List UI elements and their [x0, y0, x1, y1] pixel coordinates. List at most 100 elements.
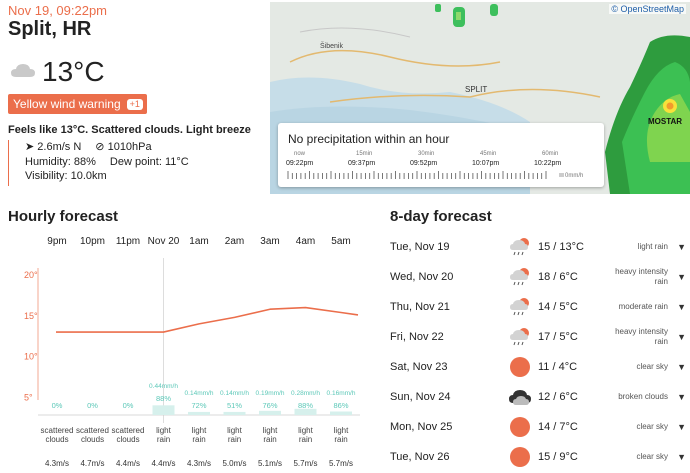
- precipitation-title: No precipitation within an hour: [288, 132, 450, 146]
- map-label-mostar: MOSTAR: [648, 117, 683, 126]
- daily-row[interactable]: Sat, Nov 23 11 / 4°C clear sky ▼: [390, 352, 686, 382]
- precip-amount: 0.14mm/h: [220, 390, 249, 397]
- condition-line: light: [191, 426, 207, 435]
- chevron-down-icon[interactable]: ▼: [677, 422, 686, 432]
- wind-speed: 5.0m/s: [222, 459, 247, 468]
- day-icon: [508, 445, 532, 469]
- daily-row[interactable]: Wed, Nov 20 18 / 6°C heavy intensity rai…: [390, 262, 686, 292]
- precip-bar: [330, 411, 352, 415]
- pressure-info: ⊘ 1010hPa: [95, 140, 151, 155]
- current-temperature: 13°C: [42, 56, 105, 87]
- daily-row[interactable]: Sun, Nov 24 12 / 6°C broken clouds ▼: [390, 382, 686, 412]
- chevron-down-icon[interactable]: ▼: [677, 332, 686, 342]
- day-temperature: 14 / 5°C: [538, 301, 578, 313]
- day-temperature: 18 / 6°C: [538, 271, 578, 283]
- precip-amount: 0.28mm/h: [291, 390, 320, 397]
- hour-label: 3am: [260, 236, 280, 247]
- condition-line: rain: [263, 435, 277, 444]
- y-tick-label: 5°: [24, 392, 33, 402]
- daily-row[interactable]: Fri, Nov 22 17 / 5°C heavy intensity rai…: [390, 322, 686, 352]
- precipitation-panel: No precipitation within an hour now 09:22…: [278, 123, 604, 187]
- timeline-time: 09:37pm: [348, 160, 376, 167]
- y-tick-label: 10°: [24, 352, 38, 362]
- timeline-time: 09:22pm: [286, 160, 314, 167]
- condition-line: rain: [227, 435, 242, 444]
- precip-probability: 76%: [262, 401, 277, 410]
- wind-warning-badge[interactable]: Yellow wind warning +1: [8, 94, 147, 114]
- legend-label: 0mm/h: [565, 173, 584, 179]
- day-icon: [508, 265, 532, 289]
- map-attribution[interactable]: © OpenStreetMap: [609, 4, 686, 14]
- day-description: broken clouds: [618, 392, 668, 401]
- precip-amount: 0.19mm/h: [256, 390, 285, 397]
- day-temperature: 15 / 13°C: [538, 241, 584, 253]
- precipitation-map[interactable]: © OpenStreetMap Šibenik SPLIT MOSTAR No …: [270, 2, 690, 194]
- timeline-label: now: [294, 151, 306, 157]
- chevron-down-icon[interactable]: ▼: [677, 302, 686, 312]
- current-date: Nov 19, 09:22pm: [8, 3, 108, 18]
- condition-line: rain: [334, 435, 348, 444]
- y-tick-label: 15°: [24, 311, 38, 321]
- precip-probability: 86%: [333, 401, 348, 410]
- day-name: Sat, Nov 23: [390, 361, 448, 373]
- day-description: clear sky: [636, 452, 668, 461]
- precip-amount: 0.44mm/h: [149, 383, 178, 390]
- daily-row[interactable]: Mon, Nov 25 14 / 7°C clear sky ▼: [390, 412, 686, 442]
- hour-label: Nov 20: [147, 236, 180, 247]
- precip-probability: 0%: [52, 401, 63, 410]
- precip-amount: 0.16mm/h: [327, 390, 356, 397]
- hourly-chart: 5° 10° 15° 20° 0% 0% 0% 0.44mm/h 88% 0.14mm/h 72% 0…: [24, 258, 360, 423]
- precip-probability: 88%: [298, 401, 313, 410]
- precip-probability: 0%: [123, 401, 134, 410]
- day-name: Fri, Nov 22: [390, 331, 444, 343]
- precip-bar: [188, 411, 210, 415]
- precip-probability: 51%: [227, 401, 242, 410]
- timeline-ticks: [287, 171, 547, 179]
- rain-icon: [510, 238, 529, 256]
- condition-text: light rain: [286, 426, 326, 444]
- day-icon: [508, 325, 532, 349]
- daily-row[interactable]: Thu, Nov 21 14 / 5°C moderate rain ▼: [390, 292, 686, 322]
- visibility: Visibility: 10.0km: [25, 170, 107, 182]
- day-description: light rain: [637, 242, 668, 251]
- condition-line: rain: [192, 435, 206, 444]
- hour-label: 2am: [224, 236, 245, 247]
- chevron-down-icon[interactable]: ▼: [677, 362, 686, 372]
- wind-speed: 4.7m/s: [80, 459, 105, 468]
- hour-label: 1am: [189, 236, 209, 247]
- timeline-label: 60min: [542, 151, 559, 157]
- day-description: heavy intensity rain: [615, 327, 668, 346]
- wind-speed: 5.1m/s: [257, 459, 282, 468]
- day-temperature: 12 / 6°C: [538, 391, 578, 403]
- condition-line: clouds: [116, 435, 140, 444]
- wind-direction-icon: ➤: [25, 141, 35, 153]
- warning-count: +1: [126, 98, 143, 110]
- chevron-down-icon[interactable]: ▼: [677, 272, 686, 282]
- chevron-down-icon[interactable]: ▼: [677, 452, 686, 462]
- wind-speed: 4.3m/s: [186, 459, 211, 468]
- day-icon: [508, 295, 532, 319]
- timeline-time: 09:52pm: [410, 160, 438, 167]
- condition-text: scattered clouds: [37, 426, 77, 444]
- timeline-label: 30min: [418, 151, 435, 157]
- hour-label: 5am: [331, 236, 351, 247]
- chevron-down-icon[interactable]: ▼: [677, 242, 686, 252]
- hourly-forecast-title: Hourly forecast: [8, 208, 119, 225]
- daily-row[interactable]: Tue, Nov 26 15 / 9°C clear sky ▼: [390, 442, 686, 472]
- timeline-time: 10:22pm: [534, 160, 562, 167]
- wind-speed: 4.4m/s: [151, 459, 176, 468]
- wind-speed: 4.3m/s: [44, 459, 69, 468]
- day-temperature: 15 / 9°C: [538, 451, 578, 463]
- chevron-down-icon[interactable]: ▼: [677, 392, 686, 402]
- warning-label: Yellow wind warning: [13, 97, 121, 111]
- day-name: Mon, Nov 25: [390, 421, 453, 433]
- daily-row[interactable]: Tue, Nov 19 15 / 13°C light rain ▼: [390, 232, 686, 262]
- condition-line: light: [333, 426, 349, 435]
- timeline-label: 15min: [356, 151, 373, 157]
- legend-swatch: [559, 173, 564, 177]
- sun-icon: [510, 417, 530, 437]
- rain-icon: [510, 328, 529, 346]
- temperature-line: [56, 306, 359, 333]
- day-name: Tue, Nov 26: [390, 451, 450, 463]
- wind-speed: 5.7m/s: [328, 459, 353, 468]
